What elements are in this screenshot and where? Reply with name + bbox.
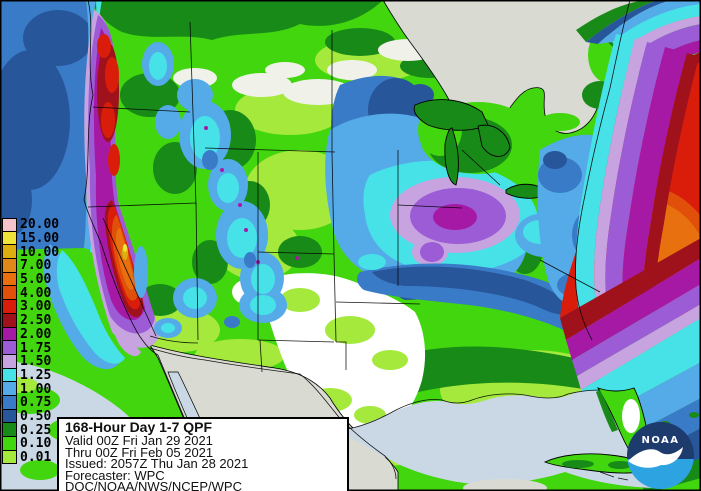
legend-entry: 1.00 — [2, 382, 59, 396]
forecast-issued: Issued: 2057Z Thu Jan 28 2021 — [65, 456, 249, 472]
legend-swatch — [2, 368, 17, 383]
forecast-title: 168-Hour Day 1-7 QPF — [65, 419, 213, 435]
legend-swatch — [2, 450, 17, 465]
legend-swatch — [2, 218, 17, 232]
west-coast-precip-max — [84, 10, 160, 348]
legend-value: 4.00 — [20, 285, 52, 301]
noaa-logo-text: NOAA — [641, 435, 679, 446]
legend-swatch — [2, 395, 17, 410]
legend-swatch — [2, 286, 17, 301]
legend-value: 1.00 — [20, 381, 52, 397]
legend-value: 0.75 — [20, 395, 52, 411]
legend-entry: 7.00 — [2, 259, 59, 273]
lake-superior — [413, 99, 489, 131]
forecast-agency: DOC/NOAA/NWS/NCEP/WPC — [65, 479, 242, 491]
legend-value: 0.50 — [20, 408, 52, 424]
legend-value: 7.00 — [20, 258, 52, 274]
legend-swatch — [2, 272, 17, 287]
legend-value: 0.10 — [20, 436, 52, 452]
qpf-legend: 20.00 15.00 10.00 7.00 5.00 4.00 3.00 2.… — [2, 218, 60, 466]
legend-swatch — [2, 300, 17, 314]
legend-swatch — [2, 354, 17, 369]
forecast-forecaster: Forecaster: WPC — [65, 467, 165, 483]
legend-entry: 15.00 — [2, 231, 60, 247]
southeast-blue-band — [356, 254, 608, 337]
noaa-seagull-icon — [628, 447, 683, 468]
legend-entry: 0.75 — [2, 395, 59, 411]
legend-entry: 1.50 — [2, 354, 59, 370]
legend-entry: 10.00 — [2, 244, 60, 260]
forecast-info-box: 168-Hour Day 1-7 QPF Valid 00Z Fri Jan 2… — [57, 417, 349, 491]
legend-value: 2.00 — [20, 326, 52, 342]
legend-value: 5.00 — [20, 272, 52, 288]
legend-swatch — [2, 437, 17, 451]
legend-value: 10.00 — [20, 244, 60, 260]
legend-swatch — [2, 245, 17, 260]
legend-entry: 1.25 — [2, 367, 59, 383]
legend-value: 0.01 — [20, 450, 52, 466]
legend-value: 2.50 — [20, 313, 52, 329]
legend-value: 15.00 — [20, 231, 60, 247]
central-valley-sliver — [134, 246, 148, 298]
legend-value: 3.00 — [20, 299, 52, 315]
lake-michigan — [444, 127, 459, 186]
interior-west-mottle — [142, 42, 299, 338]
legend-entry: 2.50 — [2, 313, 59, 329]
great-lakes-region — [413, 99, 582, 199]
midwest-storm — [325, 75, 575, 312]
legend-entry: 4.00 — [2, 285, 59, 301]
legend-entry: 5.00 — [2, 272, 59, 288]
legend-swatch — [2, 382, 17, 396]
legend-value: 1.50 — [20, 354, 52, 370]
legend-entry: 1.75 — [2, 341, 59, 355]
legend-entry: 0.50 — [2, 408, 59, 424]
legend-entry: 3.00 — [2, 300, 59, 314]
forecast-valid: Valid 00Z Fri Jan 29 2021 — [65, 433, 213, 448]
legend-value: 20.00 — [20, 217, 60, 233]
legend-swatch — [2, 341, 17, 355]
noaa-logo: NOAA — [627, 422, 694, 489]
florida-dry-core — [622, 399, 640, 433]
legend-swatch — [2, 423, 17, 437]
legend-entry: 0.10 — [2, 437, 59, 451]
legend-entry: 0.01 — [2, 450, 59, 466]
legend-entry: 20.00 — [2, 218, 59, 232]
legend-value: 1.25 — [20, 367, 52, 383]
legend-value: 0.25 — [20, 422, 52, 438]
legend-swatch — [2, 409, 17, 424]
legend-swatch — [2, 259, 17, 273]
lake-huron — [477, 124, 511, 157]
legend-swatch — [2, 327, 17, 342]
legend-entry: 0.25 — [2, 423, 59, 437]
legend-swatch — [2, 231, 17, 246]
forecast-thru: Thru 00Z Fri Feb 05 2021 — [65, 444, 214, 460]
legend-entry: 2.00 — [2, 326, 59, 342]
legend-swatch — [2, 313, 17, 328]
legend-value: 1.75 — [20, 340, 52, 356]
yucatan — [463, 479, 547, 491]
